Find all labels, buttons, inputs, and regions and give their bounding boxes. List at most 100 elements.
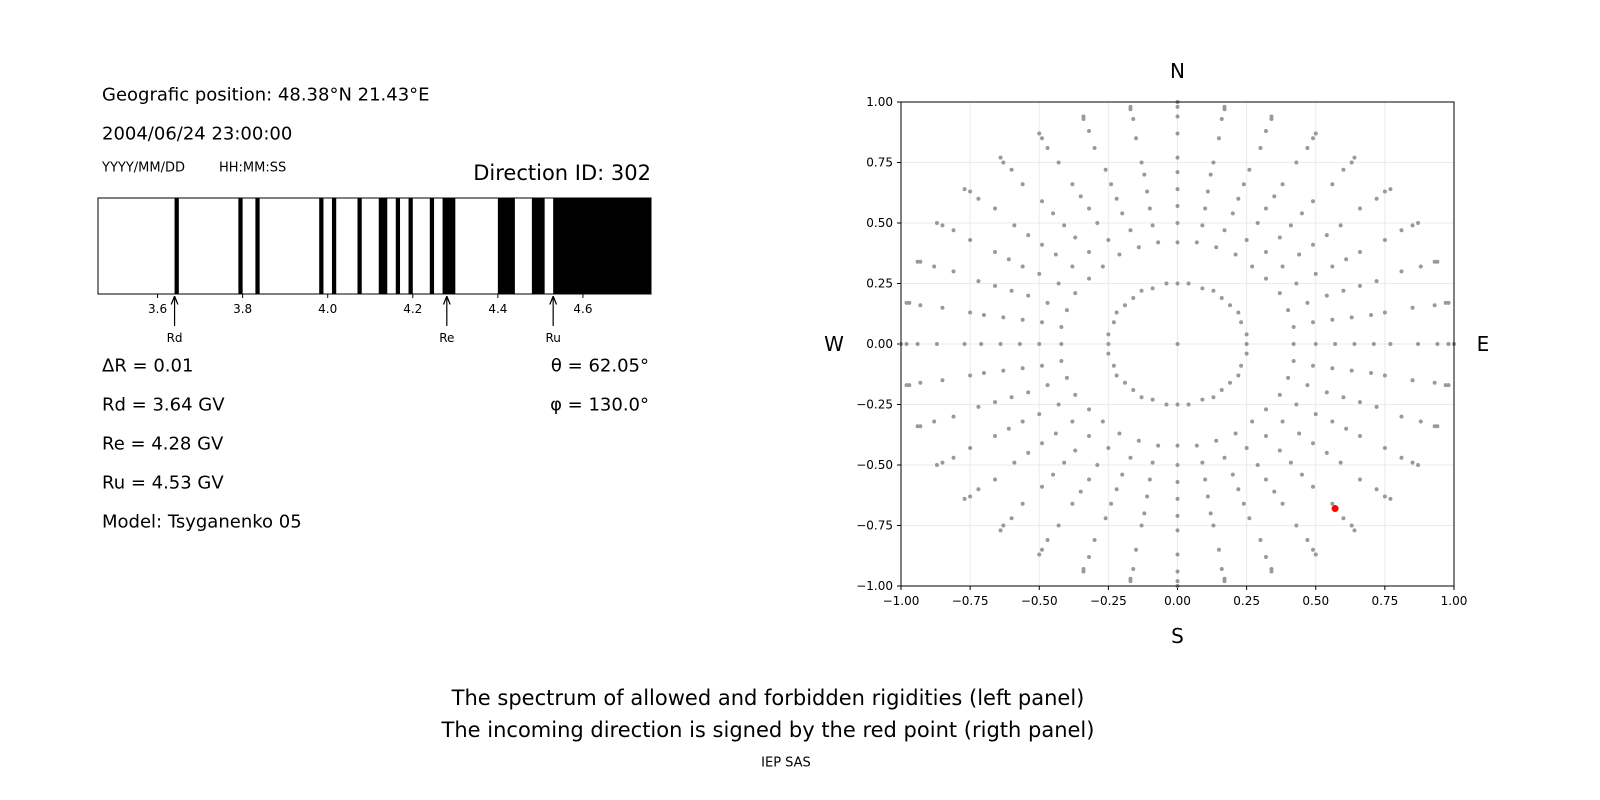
- direction-point: [1263, 554, 1268, 559]
- direction-point: [1117, 252, 1122, 257]
- forbidden-band: [408, 198, 413, 294]
- datetime-text: 2004/06/24 23:00:00: [102, 124, 292, 145]
- direction-point: [1357, 206, 1362, 211]
- direction-point: [1313, 342, 1318, 346]
- direction-point: [1294, 160, 1299, 165]
- direction-point: [1070, 182, 1075, 187]
- direction-point: [1040, 484, 1045, 489]
- direction-point: [1435, 342, 1440, 346]
- y-tick-label: −0.50: [856, 458, 893, 472]
- direction-point: [1324, 293, 1329, 298]
- direction-point: [1357, 477, 1362, 482]
- direction-point: [1139, 523, 1144, 528]
- y-tick-label: 0.25: [866, 277, 893, 291]
- direction-point: [1299, 472, 1304, 477]
- re-text: Re = 4.28 GV: [102, 434, 224, 455]
- direction-point: [998, 342, 1003, 346]
- y-tick-label: 0.75: [866, 156, 893, 170]
- direction-point: [1338, 223, 1343, 228]
- direction-point: [1222, 228, 1227, 233]
- direction-point: [1216, 547, 1221, 552]
- direction-point: [1006, 257, 1011, 262]
- rigidity-label: Re: [439, 331, 454, 345]
- direction-point: [1122, 303, 1127, 308]
- direction-point: [1313, 412, 1318, 417]
- direction-point: [951, 269, 956, 274]
- direction-point: [1087, 407, 1092, 412]
- direction-point: [1388, 187, 1393, 192]
- direction-point: [1239, 320, 1244, 325]
- direction-point: [1258, 145, 1263, 150]
- direction-point: [1037, 271, 1042, 276]
- direction-point: [1236, 310, 1241, 315]
- direction-point: [1286, 308, 1291, 313]
- x-tick-label: −0.50: [1021, 594, 1058, 608]
- direction-point: [1040, 363, 1045, 368]
- model-text: Model: Tsyganenko 05: [102, 512, 302, 533]
- direction-point: [1009, 167, 1014, 172]
- direction-point: [1344, 426, 1349, 431]
- direction-point: [976, 279, 981, 284]
- forbidden-band: [531, 198, 545, 294]
- direction-point: [1416, 342, 1421, 346]
- direction-point: [1131, 296, 1136, 301]
- direction-point: [1203, 206, 1208, 211]
- direction-point: [993, 283, 998, 288]
- direction-point: [1145, 189, 1150, 194]
- direction-point: [1244, 351, 1249, 356]
- direction-point: [1045, 145, 1050, 150]
- direction-point: [1026, 233, 1031, 238]
- direction-point: [1114, 487, 1119, 492]
- direction-point: [1186, 402, 1191, 407]
- direction-point: [1128, 579, 1133, 584]
- direction-point: [1106, 351, 1111, 356]
- direction-point: [1020, 501, 1025, 506]
- direction-point: [1216, 136, 1221, 141]
- forbidden-band: [429, 198, 435, 294]
- direction-point: [1305, 300, 1310, 305]
- direction-point: [1114, 196, 1119, 201]
- direction-point: [981, 312, 986, 317]
- direction-point: [1382, 310, 1387, 315]
- direction-point: [993, 206, 998, 211]
- direction-point: [1382, 446, 1387, 451]
- direction-point: [1106, 332, 1111, 337]
- direction-point: [1239, 363, 1244, 368]
- y-tick-label: 0.50: [866, 216, 893, 230]
- direction-point: [998, 155, 1003, 160]
- x-tick-label: 4.0: [318, 302, 337, 316]
- direction-point: [1236, 487, 1241, 492]
- y-tick-label: −1.00: [856, 579, 893, 593]
- direction-point: [1330, 366, 1335, 371]
- direction-point: [1443, 383, 1448, 388]
- direction-point: [1164, 281, 1169, 286]
- direction-point: [1001, 315, 1006, 320]
- direction-point: [1175, 496, 1180, 501]
- direction-point: [1175, 131, 1180, 136]
- direction-point: [1214, 245, 1219, 250]
- direction-point: [1244, 342, 1249, 346]
- direction-point: [1040, 242, 1045, 247]
- direction-point: [1064, 308, 1069, 313]
- direction-point: [976, 404, 981, 409]
- direction-point: [1399, 228, 1404, 233]
- direction-point: [1247, 516, 1252, 521]
- direction-point: [1369, 371, 1374, 376]
- direction-point: [979, 342, 984, 346]
- y-tick-label: 0.00: [866, 337, 893, 351]
- direction-point: [1310, 484, 1315, 489]
- direction-point: [1087, 250, 1092, 255]
- direction-point: [1109, 182, 1114, 187]
- direction-point: [1341, 516, 1346, 521]
- direction-point: [1150, 286, 1155, 291]
- direction-point: [1128, 104, 1133, 109]
- direction-point: [918, 424, 923, 429]
- direction-point: [1349, 523, 1354, 528]
- direction-point: [1156, 443, 1161, 448]
- direction-point: [1111, 363, 1116, 368]
- direction-point: [1147, 206, 1152, 211]
- direction-point: [968, 494, 973, 499]
- direction-point: [915, 424, 920, 429]
- direction-point: [1280, 182, 1285, 187]
